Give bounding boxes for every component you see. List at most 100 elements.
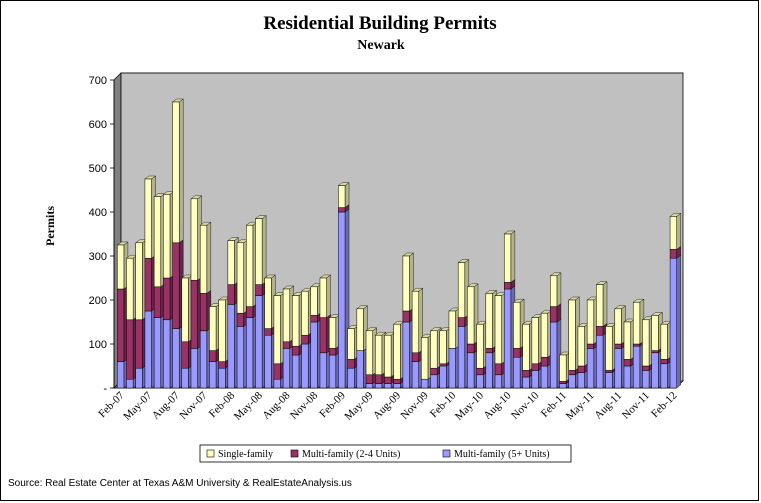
bar-front (117, 244, 125, 290)
bar-front (163, 277, 171, 321)
bar-front (476, 367, 484, 376)
bar-front (126, 378, 134, 389)
bar-front (384, 383, 392, 389)
bar-front (439, 330, 447, 365)
bar-front (411, 352, 419, 362)
bar-side (261, 215, 267, 286)
bar-side (344, 182, 350, 209)
bar-front (172, 101, 180, 244)
bar-front (568, 370, 576, 376)
bar-front (531, 317, 539, 365)
bar-front (494, 295, 502, 365)
bar-front (126, 319, 134, 380)
bar-front (448, 310, 456, 349)
bar-front (135, 319, 143, 369)
bar-front (218, 299, 226, 362)
bar-front (660, 363, 668, 389)
bar-front (402, 255, 410, 312)
plot-area: -100200300400500600700Feb-07May-07Aug-07… (89, 72, 684, 423)
legend-label: Single-family (218, 449, 273, 460)
bar-front (485, 293, 493, 349)
bar-front (522, 376, 530, 389)
bar-front (669, 216, 677, 250)
bar-front (153, 196, 162, 288)
bar-side (326, 274, 331, 319)
bar-front (282, 288, 291, 343)
legend: Single-family Multi-family (2-4 Units) Mul… (199, 444, 572, 463)
bar-front (375, 334, 383, 376)
x-tick-label: Nov-10 (509, 389, 542, 422)
bar-front (264, 334, 272, 389)
bar-front (550, 321, 558, 389)
bar-segment (669, 254, 682, 389)
bar-front (605, 372, 613, 389)
bar-front (623, 359, 631, 367)
bar-side (676, 212, 681, 250)
bar-front (494, 374, 502, 389)
bar-front (310, 321, 318, 389)
bar-front (531, 370, 539, 389)
bar-front (559, 381, 567, 384)
bar-front (430, 367, 438, 376)
bar-front (577, 365, 585, 373)
x-tick-label: Aug-08 (260, 389, 293, 422)
y-tick-label: 200 (89, 295, 107, 307)
bar-front (632, 345, 641, 389)
bar-front (255, 295, 263, 389)
bar-front (550, 306, 558, 323)
bar-front (503, 282, 512, 290)
bar-front (347, 359, 355, 369)
bar-segment (503, 230, 516, 283)
x-tick-label: Aug-11 (592, 390, 624, 422)
bar-front (356, 308, 364, 351)
bar-front (328, 348, 337, 356)
bar-side (179, 98, 184, 244)
bar-front (255, 218, 263, 285)
bar-front (172, 328, 180, 389)
bar-front (485, 352, 493, 389)
bar-segment (254, 215, 267, 286)
bar-front (476, 374, 484, 389)
bar-front (264, 277, 272, 329)
bar-front (246, 317, 254, 389)
bar-front (338, 211, 346, 389)
bar-front (402, 310, 410, 323)
y-tick-label: 300 (89, 251, 107, 263)
bar-front (660, 323, 668, 360)
bar-front (669, 249, 677, 259)
bar-front (319, 277, 327, 318)
bar-side (510, 230, 516, 283)
bar-front (190, 198, 198, 281)
bar-front (264, 328, 272, 336)
x-tick-label: Nov-08 (288, 389, 321, 422)
bar-front (375, 383, 383, 389)
bar-front (577, 326, 585, 367)
bar-front (190, 279, 198, 349)
bar-front (586, 348, 595, 389)
bar-front (236, 312, 244, 327)
x-tick-label: Nov-11 (620, 390, 652, 422)
bar-segment (337, 182, 350, 209)
bar-front (310, 315, 318, 323)
bar-front (411, 361, 419, 389)
bar-front (605, 370, 613, 373)
chart-subtitle: Newark (357, 38, 405, 53)
bar-front (430, 374, 438, 389)
bar-front (144, 310, 152, 389)
bar-front (439, 365, 447, 389)
legend-label: Multi-family (5+ Units) (454, 449, 550, 460)
bar-front (596, 326, 604, 336)
y-tick-label: - (103, 383, 107, 395)
bar-side (206, 221, 212, 294)
bar-front (282, 341, 291, 349)
bar-front (614, 308, 622, 345)
bar-front (181, 341, 189, 369)
legend-swatch (206, 449, 215, 458)
bar-front (614, 348, 622, 389)
bar-front (190, 348, 198, 389)
bar-front (163, 194, 171, 279)
bar-front (375, 374, 383, 384)
bar-front (292, 354, 300, 389)
x-tick-label: Nov-07 (177, 389, 210, 422)
bar-front (209, 306, 217, 351)
